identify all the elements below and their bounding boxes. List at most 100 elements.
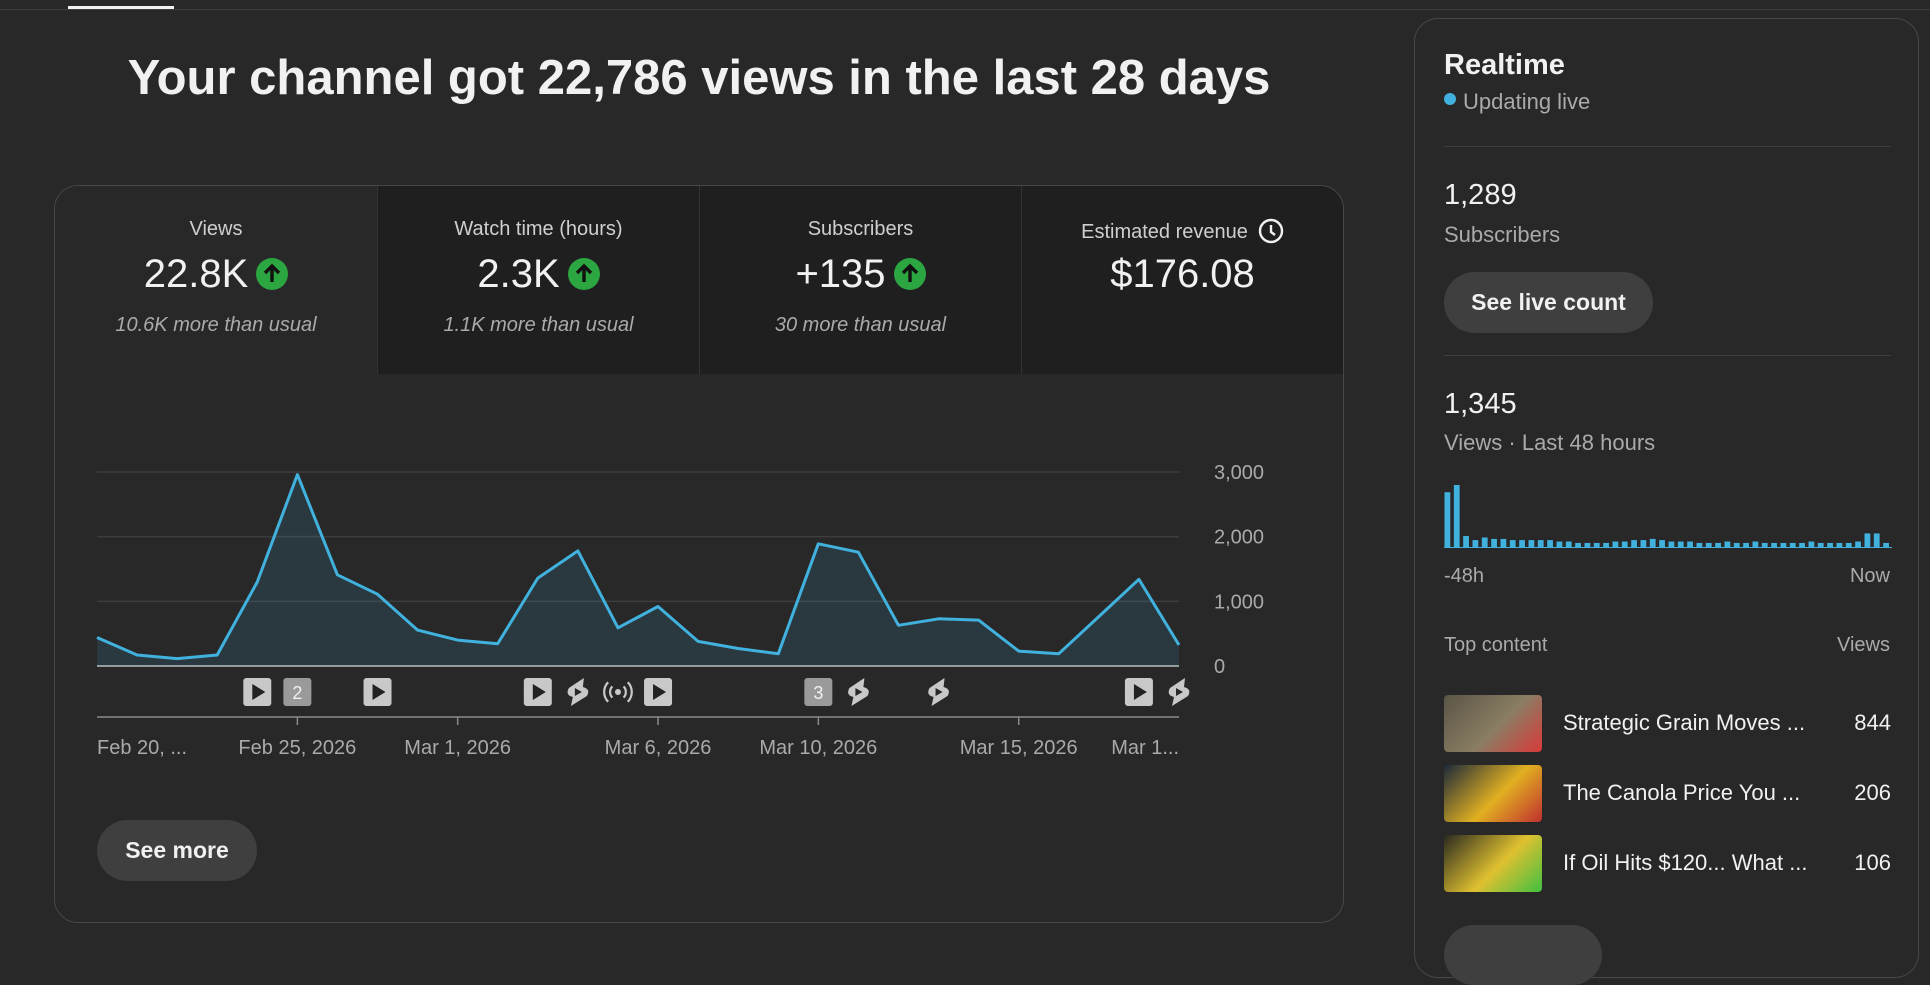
metric-label: Subscribers [700, 218, 1021, 241]
sparkline-bar [1761, 542, 1768, 547]
thumbnail [1444, 695, 1542, 752]
sparkline-bar [1603, 542, 1609, 547]
sparkline-bar [1491, 538, 1497, 547]
sparkline-bar [1668, 541, 1675, 547]
active-tab-indicator [68, 6, 174, 9]
content-marker[interactable] [848, 678, 869, 706]
subscriber-label: Subscribers [1444, 222, 1561, 247]
live-status: Updating live [1463, 89, 1591, 114]
sparkline-bar [1705, 542, 1712, 547]
thumbnail [1444, 765, 1542, 822]
sparkline-bar [1528, 540, 1535, 547]
sparkline-bar [1509, 540, 1516, 547]
clock-icon [1258, 218, 1284, 244]
metric-tab[interactable]: Watch time (hours) 2.3K 1.1K more than usu… [377, 186, 699, 374]
metric-label-text: Watch time (hours) [454, 218, 623, 240]
sparkline-bar [1593, 542, 1600, 547]
content-marker[interactable] [363, 678, 392, 706]
realtime-card: Realtime Updating live 1,289 Subscribers… [1414, 18, 1919, 985]
x-tick-label: Feb 20, ... [97, 737, 187, 759]
metric-label-text: Views [189, 218, 243, 240]
video-icon-play [252, 684, 266, 700]
sparkline-bar [1883, 542, 1889, 547]
metric-note: 30 more than usual [774, 314, 947, 336]
marker-label: 2 [292, 683, 302, 703]
x-tick-label: Mar 15, 2026 [960, 737, 1078, 759]
sparkline-bar [1827, 542, 1833, 547]
live-icon-wave [608, 685, 627, 699]
see-more-button[interactable]: See more [97, 820, 257, 881]
more-button[interactable] [1444, 925, 1602, 985]
video-icon-play [372, 684, 386, 700]
marker-box [804, 678, 833, 706]
content-marker[interactable]: 2 [283, 678, 312, 706]
sparkline-bar [1547, 540, 1553, 547]
marker-box [283, 678, 312, 706]
video-icon-play [653, 684, 667, 700]
top-content-column: Views [1837, 634, 1890, 656]
top-content-row[interactable]: If Oil Hits $120... What ... 106 [1444, 835, 1891, 892]
metric-tab[interactable]: Estimated revenue $176.08 [1021, 186, 1343, 374]
sparkline-bar [1855, 541, 1861, 547]
y-tick-label: 3,000 [1214, 462, 1264, 484]
sparkline-bar [1808, 541, 1815, 547]
sparkline-bar [1519, 540, 1525, 547]
video-title: The Canola Price You ... [1563, 780, 1801, 805]
content-marker[interactable] [523, 678, 552, 706]
content-marker[interactable] [1124, 678, 1153, 706]
metric-tab[interactable]: Views 22.8K 10.6K more than usual [55, 186, 377, 374]
tab-divider [0, 9, 1930, 10]
sparkline-bar [1715, 542, 1721, 547]
video-title: If Oil Hits $120... What ... [1563, 850, 1808, 875]
sparkline-bar [1864, 533, 1871, 547]
content-marker[interactable] [603, 681, 633, 703]
content-marker[interactable] [243, 678, 272, 706]
short-icon-play [574, 688, 582, 696]
metric-value: $176.08 [1022, 252, 1343, 297]
metric-value: +135 [700, 252, 1021, 297]
sparkline-bar [1733, 542, 1740, 547]
see-live-count-button[interactable]: See live count [1444, 272, 1653, 333]
metric-value-text: $176.08 [1110, 252, 1255, 296]
metric-tab[interactable]: Subscribers +135 30 more than usual [699, 186, 1021, 374]
sparkline-bar [1631, 540, 1637, 547]
line-area [97, 474, 1179, 666]
sparkline-bar [1677, 541, 1684, 547]
realtime-title: Realtime [1444, 49, 1565, 81]
top-content-row[interactable]: The Canola Price You ... 206 [1444, 765, 1891, 822]
sparkline-end: Now [1849, 565, 1890, 587]
content-marker[interactable] [928, 678, 949, 706]
metric-value-text: 22.8K [143, 252, 249, 296]
sparkline-bar [1621, 541, 1628, 547]
content-marker[interactable]: 3 [804, 678, 833, 706]
live-icon [614, 689, 621, 695]
short-icon-play [935, 688, 943, 696]
marker-label: 3 [813, 683, 823, 703]
live-dot [1444, 93, 1456, 105]
sparkline-bar [1444, 492, 1451, 547]
views-chart: 0 1,000 2,000 3,000 Feb 20, ... Feb 25, 2026 M… [96, 462, 1264, 759]
metric-label-text: Estimated revenue [1081, 221, 1248, 243]
sparkline-bar [1500, 538, 1507, 547]
content-marker[interactable] [644, 678, 673, 706]
trend-up-icon [256, 258, 289, 290]
sparkline-bar [1612, 541, 1619, 547]
top-content-row[interactable]: Strategic Grain Moves ... 844 [1444, 695, 1891, 752]
sparkline-bar [1556, 541, 1563, 547]
sparkline-bar [1817, 542, 1824, 547]
sparkline-bar [1724, 541, 1731, 547]
sparkline-start: -48h [1444, 565, 1485, 587]
content-marker[interactable] [567, 678, 589, 706]
metric-label: Watch time (hours) [378, 218, 699, 241]
content-marker[interactable] [1168, 678, 1190, 706]
views-sparkline [1444, 485, 1892, 548]
sparkline-bar [1649, 538, 1656, 547]
trend-up-icon [893, 258, 926, 290]
overview-card: Views 22.8K 10.6K more than usual Watch tim… [54, 185, 1344, 923]
video-views: 106 [1854, 850, 1891, 875]
top-content-title: Top content [1444, 634, 1548, 656]
video-views: 206 [1854, 780, 1891, 805]
sparkline-bar [1780, 542, 1787, 547]
views-label: Views · Last 48 hours [1444, 430, 1656, 455]
y-tick-label: 0 [1214, 656, 1225, 678]
